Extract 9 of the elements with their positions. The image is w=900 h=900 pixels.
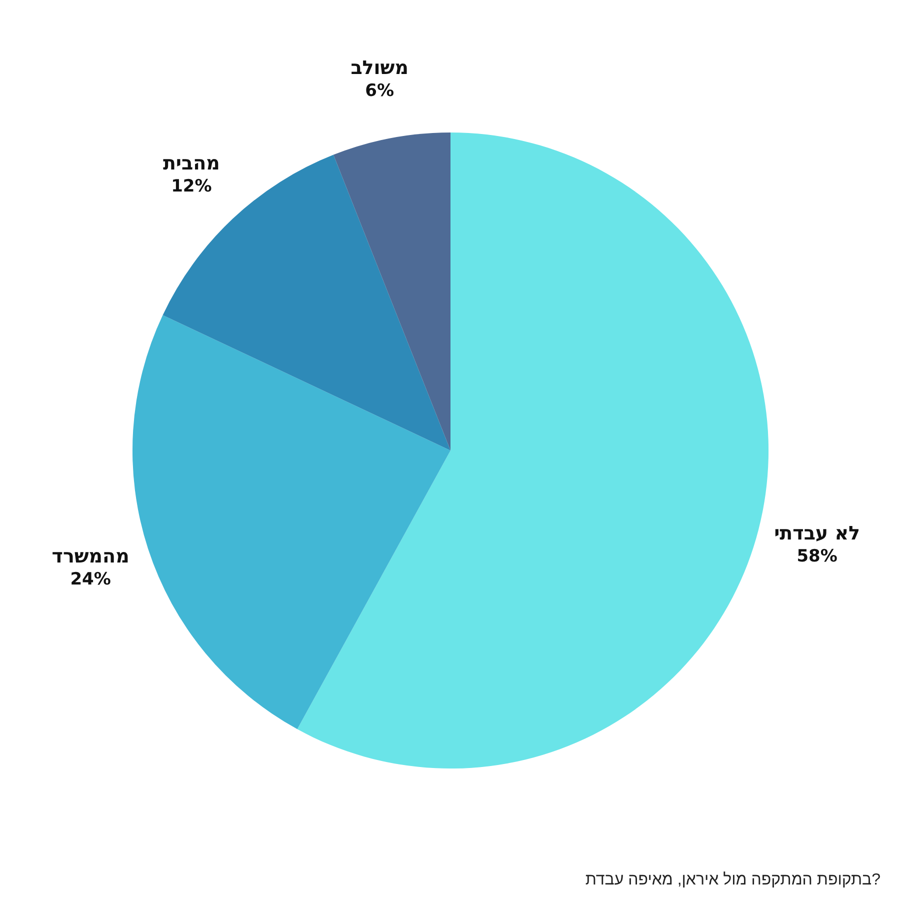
slice-label: לא עבדתי [774, 522, 860, 545]
data-label: 6% [365, 80, 394, 101]
text: בתקופת המתקפה מול איראן, מאיפה עבדת? [585, 870, 881, 888]
slice-label: מהבית [162, 152, 220, 175]
slice-label: משולב [350, 56, 408, 79]
data-label: 58% [796, 546, 838, 567]
data-label: 24% [70, 569, 111, 590]
data-label: 12% [171, 176, 212, 197]
slice-label: מהמשרד [52, 545, 130, 568]
